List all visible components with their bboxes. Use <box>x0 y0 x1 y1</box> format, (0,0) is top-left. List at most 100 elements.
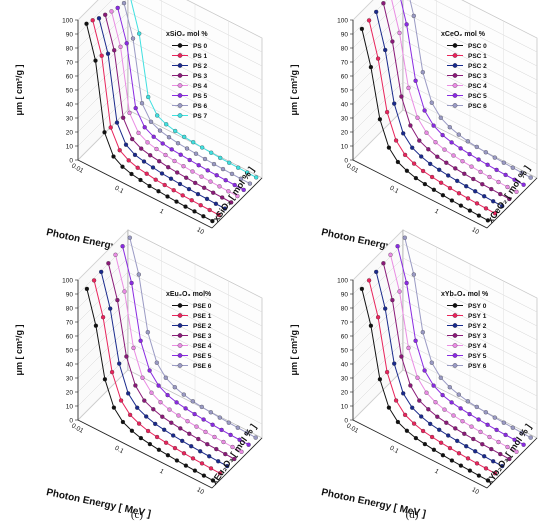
data-point <box>438 180 444 185</box>
y-tick-label: 30 <box>66 375 74 382</box>
data-point <box>456 451 462 456</box>
data-point <box>156 447 162 452</box>
data-point <box>386 405 392 410</box>
grid-line-left <box>352 299 404 351</box>
data-point <box>124 354 129 359</box>
data-point <box>193 180 198 186</box>
data-point <box>144 414 149 419</box>
legend-entry: PSY 3 <box>468 333 487 340</box>
data-point <box>422 108 427 113</box>
data-point <box>151 134 156 139</box>
data-point <box>166 165 171 170</box>
data-point <box>118 398 124 403</box>
data-point <box>120 244 125 249</box>
data-point <box>512 177 517 182</box>
y-tick-label: 40 <box>66 101 74 108</box>
data-point <box>381 261 386 266</box>
data-point <box>500 203 505 209</box>
legend-entry: PSY 6 <box>468 363 487 370</box>
data-point <box>217 471 223 476</box>
legend-entry: PSE 2 <box>193 323 212 330</box>
data-point <box>438 440 444 445</box>
legend-entry: PSE 1 <box>193 313 212 320</box>
y-tick-label: 70 <box>66 319 74 326</box>
data-point <box>246 442 251 447</box>
data-point <box>205 442 210 447</box>
data-point <box>514 449 519 454</box>
data-point <box>404 280 409 286</box>
data-point <box>411 161 417 166</box>
y-tick-label: 20 <box>66 129 74 136</box>
data-point <box>84 21 89 26</box>
data-point <box>460 159 465 164</box>
data-point <box>223 178 228 183</box>
legend-title: xYb₂O₃ mol % <box>441 291 489 298</box>
data-point <box>99 269 104 275</box>
y-tick-label: 60 <box>341 73 349 80</box>
data-point <box>462 171 467 176</box>
legend-entry: PS 2 <box>193 63 207 70</box>
data-point <box>253 435 258 440</box>
data-point <box>399 94 404 99</box>
data-point <box>393 398 399 403</box>
y-tick-label: 100 <box>337 277 348 284</box>
grid-line-left <box>352 0 388 35</box>
data-point <box>169 147 174 152</box>
data-point <box>480 442 485 447</box>
legend-swatch-marker <box>177 323 183 328</box>
data-point <box>505 444 510 450</box>
data-point <box>217 415 222 420</box>
x-axis <box>77 419 213 489</box>
legend-entry: PSY 4 <box>468 343 487 350</box>
y-tick-label: 100 <box>62 17 73 24</box>
data-point <box>424 390 429 395</box>
data-point <box>204 196 210 202</box>
data-point <box>102 377 108 382</box>
legend-title: xCeO₂ mol % <box>441 31 486 38</box>
legend-entry: PSE 4 <box>193 343 212 350</box>
x-tick-label: 0.01 <box>70 422 85 435</box>
data-point <box>433 400 438 405</box>
data-point <box>96 16 102 21</box>
data-point <box>471 176 476 182</box>
data-point <box>458 146 463 151</box>
data-point <box>392 101 397 106</box>
data-point <box>136 272 141 277</box>
grid-line-left <box>77 229 129 281</box>
data-point <box>117 361 122 366</box>
y-tick-label: 90 <box>341 291 349 298</box>
y-tick-label: 90 <box>66 31 74 38</box>
legend-swatch-marker <box>452 333 458 338</box>
y-tick-label: 90 <box>341 31 349 38</box>
data-point <box>483 466 489 471</box>
grid-line-left <box>352 285 404 337</box>
y-tick-label: 50 <box>341 87 349 94</box>
data-point <box>216 459 221 464</box>
data-point <box>377 117 383 122</box>
grid-line-left <box>77 53 129 105</box>
data-point <box>205 168 210 173</box>
data-point <box>202 156 208 162</box>
data-point <box>177 181 183 187</box>
data-point <box>420 330 425 335</box>
data-point <box>154 360 159 365</box>
data-point <box>465 196 471 201</box>
data-point <box>93 58 98 63</box>
data-point <box>232 182 237 188</box>
data-point <box>171 188 176 193</box>
data-point <box>433 140 438 145</box>
depth-axis <box>211 437 263 489</box>
data-point <box>422 368 427 373</box>
grid-line-left <box>77 25 129 77</box>
legend-entry: PSY 1 <box>468 313 487 320</box>
data-point <box>160 141 165 146</box>
y-tick-label: 20 <box>341 129 349 136</box>
data-point <box>184 146 190 151</box>
data-point <box>444 420 449 425</box>
y-tick-label: 50 <box>341 347 349 354</box>
data-point <box>200 145 205 150</box>
data-point <box>159 171 165 176</box>
data-point <box>145 330 150 335</box>
data-point <box>189 198 194 203</box>
